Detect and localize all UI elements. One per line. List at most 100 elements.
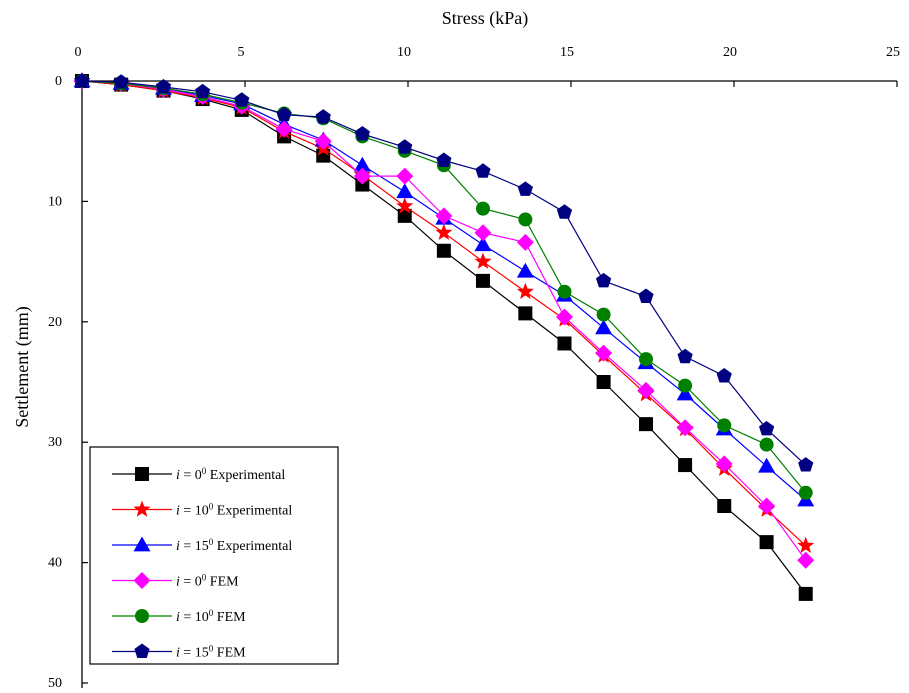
legend-label-method: Experimental [213,539,292,554]
data-point [195,83,211,99]
data-point [555,308,573,326]
legend-label-method: FEM [213,646,246,661]
data-point [676,419,694,437]
data-point [436,152,452,167]
legend-label: i = 150 Experimental [176,537,292,554]
legend-label-eq: = 0 [180,468,202,483]
data-point [798,485,813,500]
data-point [397,208,412,223]
data-point [676,385,694,401]
data-point [715,455,733,473]
data-point [354,125,370,141]
data-point [518,212,533,227]
data-point [234,92,250,107]
data-point [475,201,490,216]
legend-marker [133,500,151,517]
data-point [435,223,453,240]
data-point [517,181,533,196]
legend-label-symbol: i [176,646,180,661]
y-axis-title: Settlement (mm) [12,306,33,427]
legend-label-sup: 0 [202,573,207,583]
data-point [397,139,413,154]
legend-label-symbol: i [176,539,180,554]
legend-item: i = 100 Experimental [112,500,292,519]
legend-label-symbol: i [176,610,180,625]
series-line [81,80,807,501]
data-point [516,233,534,251]
data-point [113,74,129,89]
data-point [474,224,492,242]
y-tick-label: 40 [48,556,62,571]
legend-label-sup: 0 [209,502,214,512]
legend-item: i = 00 Experimental [112,466,285,483]
x-axis-title: Stress (kPa) [442,8,529,29]
data-point [759,437,774,452]
legend-label-method: Experimental [213,504,292,519]
legend-item: i = 100 FEM [112,608,246,625]
x-tick-label: 5 [238,45,245,60]
data-point [717,418,732,433]
data-point [638,417,653,432]
series-4 [75,74,813,500]
data-point [474,236,492,252]
data-point [436,243,451,258]
legend-label-eq: = 15 [180,646,209,661]
data-point [315,109,331,124]
data-point [475,273,490,288]
data-point [677,348,693,364]
x-tick-label: 15 [560,45,574,60]
legend-label: i = 150 FEM [176,644,246,661]
x-tick-label: 25 [886,45,900,60]
data-point [595,319,613,335]
data-point [556,204,573,219]
legend-label: i = 100 Experimental [176,502,292,519]
series-layer [73,72,815,601]
data-point [759,535,774,550]
data-point [678,458,693,473]
y-tick-label: 50 [48,676,62,688]
legend-label-eq: = 10 [180,610,209,625]
legend-label-method: Experimental [206,468,285,483]
legend-label: i = 00 FEM [176,573,239,590]
data-point [798,457,814,472]
legend-label: i = 100 FEM [176,608,246,625]
data-point [314,132,332,150]
data-point [798,586,813,601]
data-point [637,381,655,399]
legend-item: i = 00 FEM [112,572,239,590]
legend-label-method: FEM [213,610,246,625]
series-line [81,80,807,466]
legend-box [89,446,339,665]
series-2 [73,72,815,507]
data-point [275,120,293,138]
data-point [758,497,776,515]
data-point [557,336,572,351]
legend-label-symbol: i [176,575,180,590]
data-point [396,167,414,185]
data-point [758,420,775,436]
data-point [435,207,453,225]
data-point [475,163,491,178]
legend-label: i = 00 Experimental [176,466,285,483]
series-5 [74,73,814,472]
legend-label-sup: 0 [209,537,214,547]
data-point [678,378,693,393]
legend-label-symbol: i [176,504,180,519]
data-point [518,306,533,321]
data-point [74,73,90,88]
legend-item: i = 150 Experimental [112,536,292,554]
y-tick-label: 30 [48,435,62,450]
legend-label-symbol: i [176,468,180,483]
y-tick-label: 0 [55,74,62,89]
axes: 0 5 10 15 20 25 0 10 20 30 40 50 Stress (kPa) Settlem… [12,8,900,691]
data-point [396,183,414,199]
legend-marker [135,467,149,481]
series-line [81,80,807,494]
legend-label-sup: 0 [209,644,214,654]
x-tick-label: 20 [723,45,737,60]
data-point [638,288,654,303]
legend-marker [133,536,151,552]
